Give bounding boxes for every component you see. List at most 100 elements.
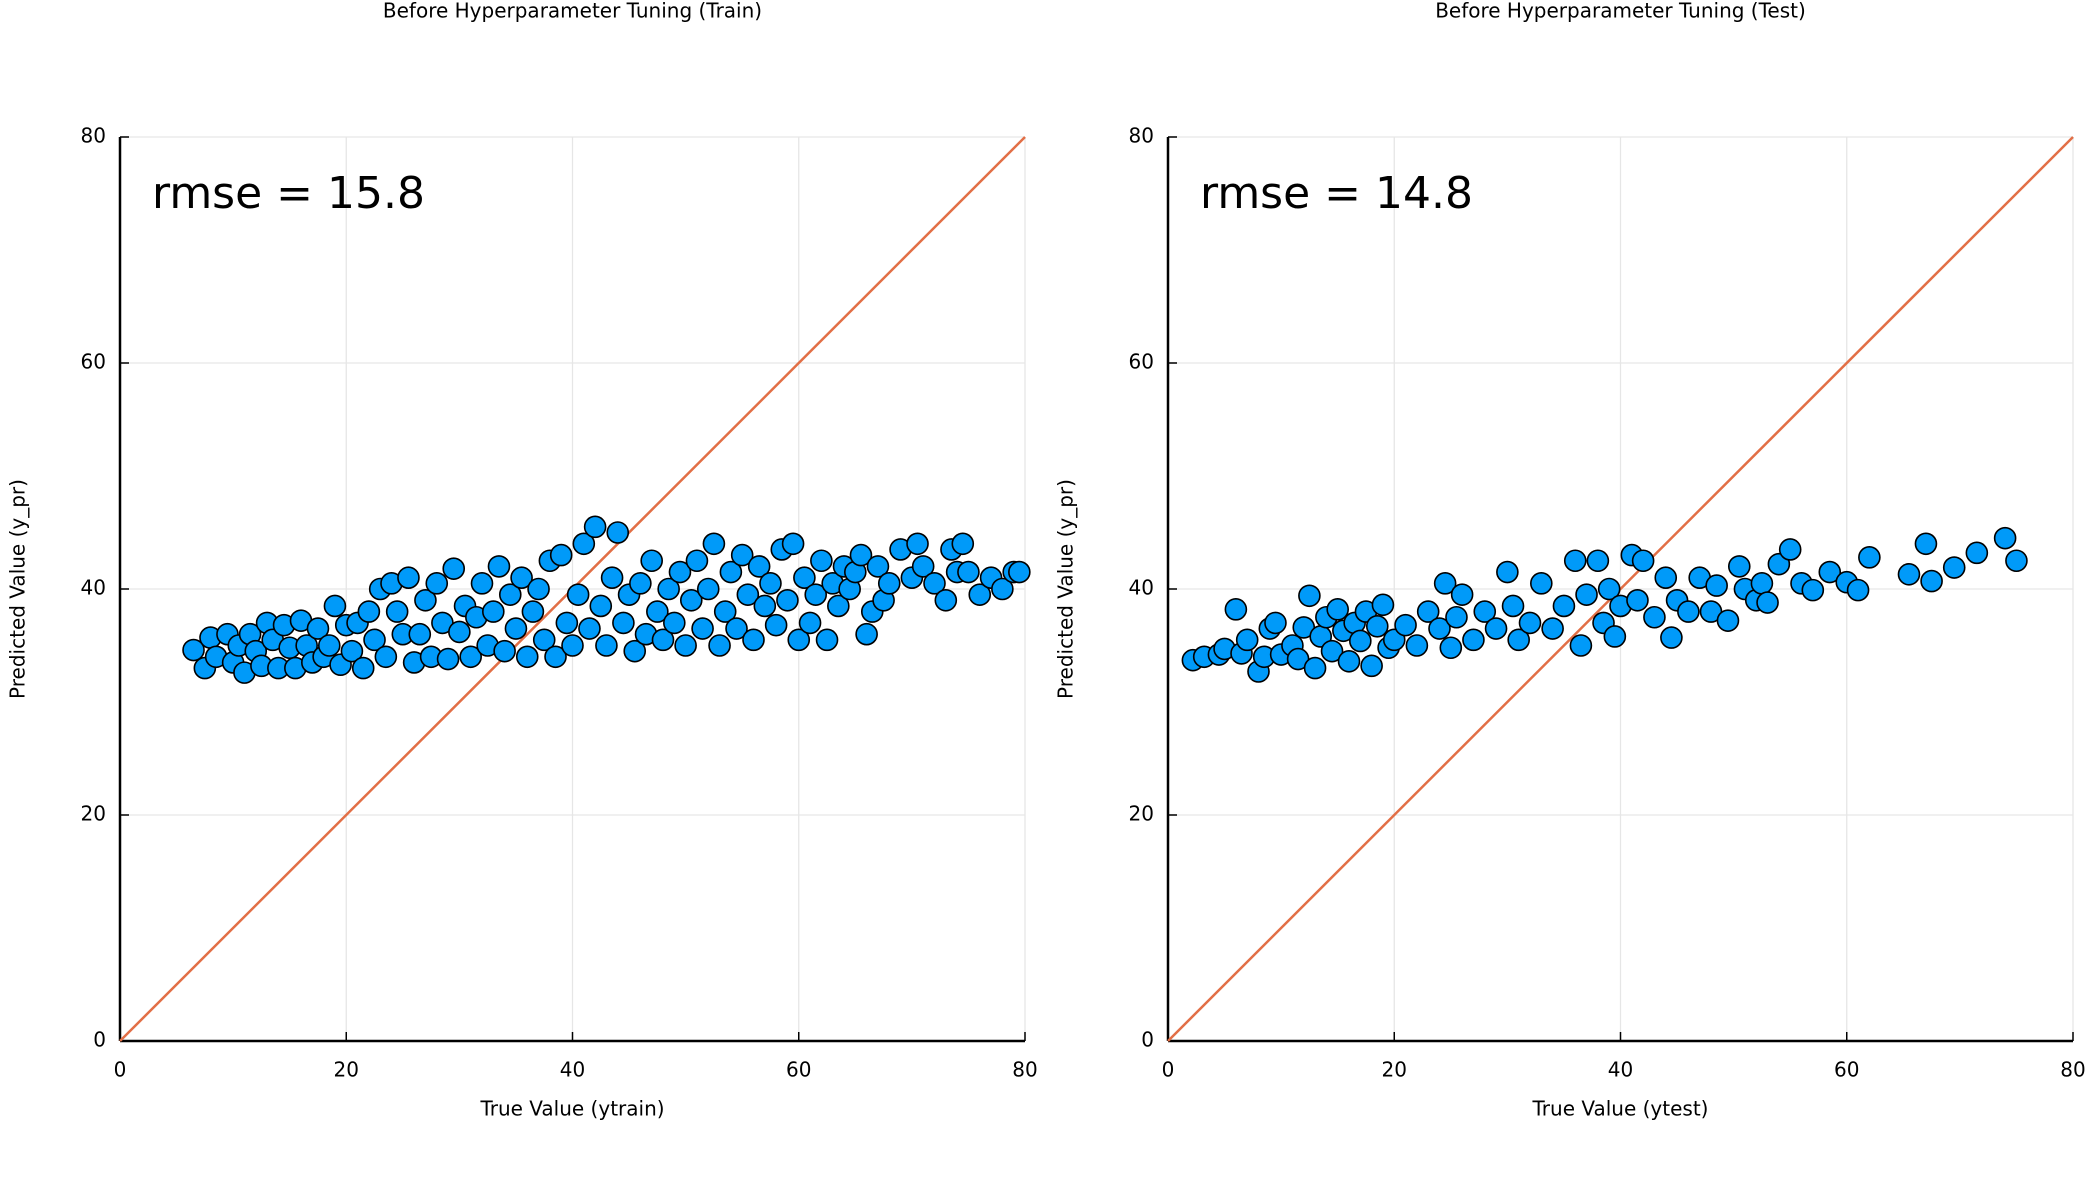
x-tick-label: 80 xyxy=(1012,1058,1037,1082)
point xyxy=(1473,600,1497,623)
point xyxy=(1597,577,1621,601)
point xyxy=(442,557,466,580)
point xyxy=(668,560,692,584)
point xyxy=(951,532,975,556)
point xyxy=(759,572,782,595)
y-axis-label: Predicted Value (y_pr) xyxy=(6,479,30,699)
point xyxy=(798,611,822,635)
point xyxy=(578,617,601,640)
y-tick-label: 20 xyxy=(1129,802,1154,826)
x-tick-label: 80 xyxy=(2060,1058,2085,1082)
point xyxy=(1371,593,1395,617)
x-axis-label: True Value (ytest) xyxy=(1532,1097,1709,1121)
point xyxy=(555,611,579,635)
point xyxy=(781,532,805,556)
point xyxy=(1298,584,1321,608)
point xyxy=(629,572,652,595)
point xyxy=(742,628,765,652)
point xyxy=(691,617,714,640)
point xyxy=(827,594,850,618)
y-tick-label: 0 xyxy=(1141,1028,1154,1052)
point xyxy=(504,617,528,640)
point xyxy=(855,622,878,646)
point xyxy=(1008,560,1031,584)
y-tick-label: 0 xyxy=(93,1028,106,1052)
point xyxy=(1405,634,1429,657)
point xyxy=(1394,613,1417,637)
point xyxy=(459,645,482,669)
x-tick-label: 40 xyxy=(1608,1058,1633,1082)
point xyxy=(730,543,754,567)
point xyxy=(385,600,409,623)
point xyxy=(1360,654,1383,678)
point xyxy=(521,600,545,623)
point xyxy=(1654,566,1678,590)
point xyxy=(363,628,386,652)
point xyxy=(351,656,375,680)
point xyxy=(968,583,992,606)
point xyxy=(600,566,624,590)
point xyxy=(725,617,748,640)
x-tick-label: 20 xyxy=(334,1058,359,1082)
y-tick-label: 60 xyxy=(1129,350,1154,374)
point xyxy=(561,634,584,657)
point xyxy=(957,560,980,584)
point xyxy=(764,613,788,637)
point xyxy=(1462,628,1485,652)
point xyxy=(696,577,720,601)
point xyxy=(815,628,839,652)
point xyxy=(1643,605,1666,629)
point xyxy=(448,620,471,644)
point xyxy=(657,577,680,601)
point xyxy=(1626,588,1649,612)
point xyxy=(1942,556,1966,579)
y-tick-label: 80 xyxy=(1129,124,1154,148)
point xyxy=(651,628,675,652)
point xyxy=(776,588,799,612)
point xyxy=(793,566,816,590)
point xyxy=(1660,626,1683,649)
point xyxy=(572,532,596,556)
point xyxy=(1433,572,1457,595)
point xyxy=(685,549,709,573)
point xyxy=(549,543,573,567)
point xyxy=(323,594,347,618)
point xyxy=(787,628,811,652)
point xyxy=(1326,598,1349,621)
point xyxy=(470,572,494,595)
point xyxy=(1586,549,1610,573)
point xyxy=(906,532,929,556)
point xyxy=(1818,560,1842,584)
point xyxy=(1235,628,1259,652)
point xyxy=(702,532,726,556)
point xyxy=(1750,572,1774,595)
panel: Before Hyperparameter Tuning (Train) 0 20 4… xyxy=(6,0,1038,1121)
x-tick-label: 60 xyxy=(786,1058,811,1082)
point xyxy=(1337,650,1361,673)
point xyxy=(804,583,828,606)
y-axis-label: Predicted Value (y_pr) xyxy=(1054,479,1078,699)
point xyxy=(1224,598,1248,621)
point xyxy=(532,628,556,652)
annotation: rmse = 15.8 xyxy=(152,168,425,219)
panel: Before Hyperparameter Tuning (Test) 0 20 40… xyxy=(1054,0,2086,1121)
point xyxy=(1965,541,1989,565)
point xyxy=(414,588,437,612)
point xyxy=(674,634,697,657)
x-tick-label: 0 xyxy=(114,1058,127,1082)
point xyxy=(1496,560,1519,584)
point xyxy=(425,572,449,595)
point xyxy=(1727,555,1751,578)
point xyxy=(357,600,381,623)
x-tick-label: 0 xyxy=(1162,1058,1175,1082)
point xyxy=(487,555,511,578)
point xyxy=(991,577,1014,601)
y-tick-label: 40 xyxy=(1129,576,1154,600)
point xyxy=(646,600,669,623)
x-tick-label: 40 xyxy=(560,1058,585,1082)
point xyxy=(1858,546,1881,569)
point xyxy=(595,634,618,657)
point xyxy=(1507,628,1530,652)
point xyxy=(589,594,613,618)
point xyxy=(1445,605,1468,629)
